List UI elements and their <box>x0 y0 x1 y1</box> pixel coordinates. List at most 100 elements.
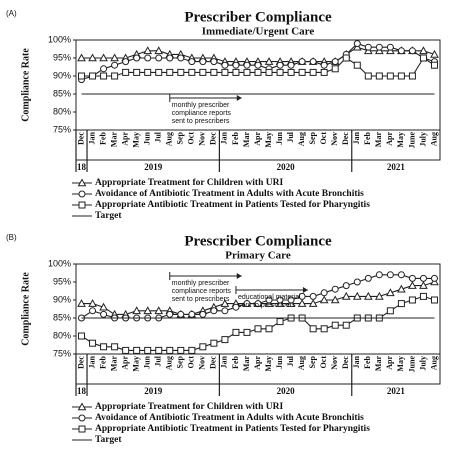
legend-label: Target <box>95 435 122 445</box>
x-tick-label: Oct <box>319 132 328 145</box>
square-marker <box>89 72 97 80</box>
triangle-marker <box>264 57 274 65</box>
circle-marker <box>331 285 339 293</box>
x-tick-label: Dec <box>341 132 350 145</box>
year-label: 2020 <box>277 386 296 396</box>
panel-label: (A) <box>6 9 17 18</box>
square-marker <box>78 72 86 80</box>
annotation-text: compliance reports <box>172 110 232 117</box>
triangle-marker <box>88 299 97 307</box>
triangle-marker <box>88 53 97 62</box>
square-marker <box>419 54 427 62</box>
x-tick-label: Jul <box>154 131 163 142</box>
square-marker <box>276 318 284 326</box>
legend-label: Appropriate Antibiotic Treatment in Pati… <box>95 424 370 434</box>
circle-marker <box>408 47 416 55</box>
chart-title: Prescriber Compliance <box>184 9 332 25</box>
triangle-marker <box>308 299 318 307</box>
circle-marker <box>166 54 174 62</box>
y-tick-label: 80% <box>53 330 71 340</box>
square-marker <box>166 68 174 76</box>
plot-frame <box>75 263 441 355</box>
circle-marker <box>298 292 306 300</box>
circle-marker <box>122 58 130 66</box>
x-tick-label: Jan <box>352 355 361 368</box>
circle-marker <box>309 292 317 300</box>
triangle-marker <box>374 291 384 300</box>
square-marker <box>331 65 339 73</box>
x-tick-label: Apr <box>120 356 129 370</box>
triangle-marker <box>143 46 153 55</box>
year-label: 2019 <box>144 386 163 396</box>
y-tick-label: 75% <box>53 348 71 358</box>
circle-marker <box>166 310 174 318</box>
x-tick-label: May <box>264 356 273 372</box>
circle-marker <box>188 310 196 318</box>
square-marker <box>386 72 394 80</box>
square-marker <box>320 325 328 333</box>
circle-marker <box>309 58 317 66</box>
chart-subtitle: Immediate/Urgent Care <box>202 26 315 38</box>
square-marker <box>100 72 108 80</box>
circle-marker <box>320 61 328 69</box>
square-marker <box>342 54 350 62</box>
square-marker <box>364 72 372 80</box>
annotation-text: monthly prescriber <box>172 102 230 109</box>
square-marker <box>78 201 86 209</box>
x-tick-label: May <box>264 132 273 148</box>
square-marker <box>133 346 141 354</box>
year-label: 2021 <box>387 162 406 172</box>
circle-marker <box>232 303 240 311</box>
square-marker <box>408 72 416 80</box>
triangle-marker <box>99 53 108 62</box>
circle-marker <box>408 274 416 282</box>
circle-marker <box>419 274 427 282</box>
y-axis-label: Compliance Rate <box>20 48 31 122</box>
x-tick-label: Jan <box>220 131 229 144</box>
square-marker <box>188 346 196 354</box>
panel-label: (B) <box>6 233 17 242</box>
circle-marker <box>276 61 284 69</box>
x-tick-label: Feb <box>98 131 107 144</box>
x-tick-label: Nov <box>330 356 339 370</box>
x-tick-label: Aug <box>165 132 174 146</box>
square-marker <box>232 328 240 336</box>
circle-marker <box>155 54 163 62</box>
triangle-marker <box>77 402 87 411</box>
triangle-marker <box>99 302 108 311</box>
x-tick-label: Sep <box>308 355 317 368</box>
x-tick-label: Dec <box>341 356 350 369</box>
square-marker <box>386 307 394 315</box>
triangle-marker <box>154 46 164 55</box>
triangle-marker <box>419 281 428 289</box>
circle-marker <box>430 274 438 282</box>
square-marker <box>419 292 427 300</box>
circle-marker <box>254 300 262 308</box>
circle-marker <box>386 271 394 279</box>
x-tick-label: Jan <box>87 131 96 144</box>
x-tick-label: Feb <box>231 131 240 144</box>
x-tick-label: Feb <box>231 355 240 368</box>
circle-marker <box>78 414 86 422</box>
x-tick-label: Jul <box>154 355 163 366</box>
x-tick-label: May <box>131 132 140 148</box>
x-tick-label: May <box>396 132 405 148</box>
x-tick-label: Apr <box>120 132 129 146</box>
x-tick-label: Dec <box>76 356 85 369</box>
x-tick-label: May <box>131 356 140 372</box>
circle-marker <box>100 65 108 73</box>
square-marker <box>144 346 152 354</box>
circle-marker <box>331 58 339 66</box>
circle-marker <box>89 307 97 315</box>
x-tick-label: Mar <box>242 132 251 148</box>
circle-marker <box>364 43 372 51</box>
x-tick-label: Aug <box>297 356 306 370</box>
square-marker <box>78 425 86 433</box>
x-tick-label: Apr <box>385 356 394 370</box>
year-label: 2020 <box>277 162 296 172</box>
year-label: 18 <box>77 386 87 396</box>
triangle-marker <box>408 281 417 289</box>
circle-marker <box>342 282 350 290</box>
legend-label: Appropriate Treatment for Children with … <box>95 178 283 188</box>
